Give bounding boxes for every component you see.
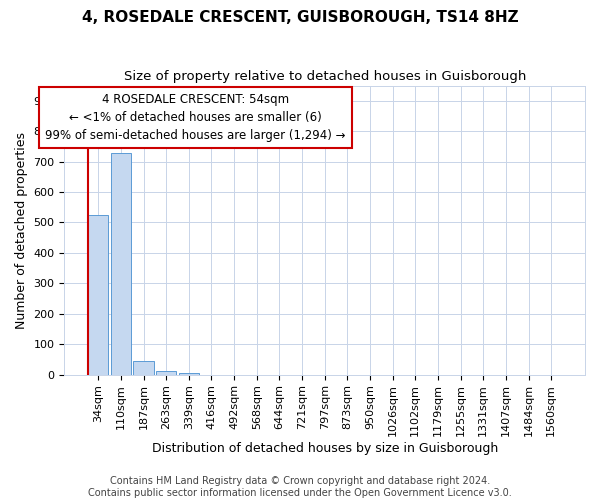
Bar bbox=[133, 360, 154, 374]
X-axis label: Distribution of detached houses by size in Guisborough: Distribution of detached houses by size … bbox=[152, 442, 498, 455]
Title: Size of property relative to detached houses in Guisborough: Size of property relative to detached ho… bbox=[124, 70, 526, 83]
Text: Contains HM Land Registry data © Crown copyright and database right 2024.
Contai: Contains HM Land Registry data © Crown c… bbox=[88, 476, 512, 498]
Bar bbox=[179, 373, 199, 374]
Bar bbox=[88, 215, 109, 374]
Bar bbox=[111, 154, 131, 374]
Text: 4, ROSEDALE CRESCENT, GUISBOROUGH, TS14 8HZ: 4, ROSEDALE CRESCENT, GUISBOROUGH, TS14 … bbox=[82, 10, 518, 25]
Bar bbox=[156, 372, 176, 374]
Text: 4 ROSEDALE CRESCENT: 54sqm
← <1% of detached houses are smaller (6)
99% of semi-: 4 ROSEDALE CRESCENT: 54sqm ← <1% of deta… bbox=[46, 93, 346, 142]
Y-axis label: Number of detached properties: Number of detached properties bbox=[15, 132, 28, 328]
